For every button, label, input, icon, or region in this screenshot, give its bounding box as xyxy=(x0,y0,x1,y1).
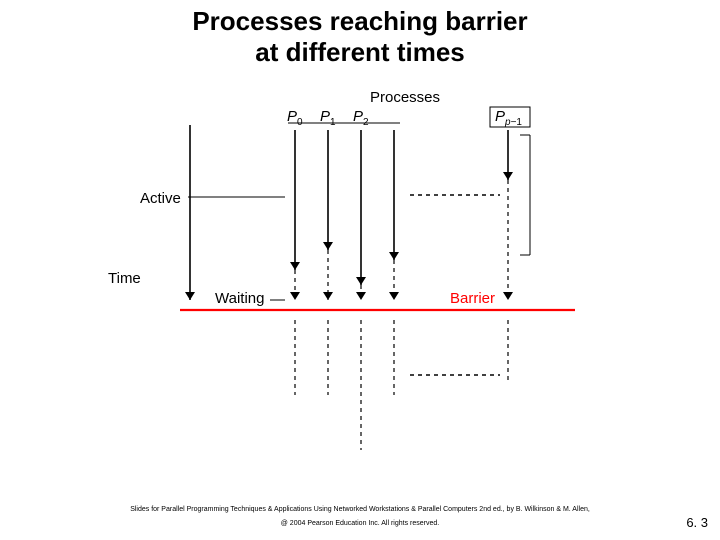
barrier-diagram: ProcessesP0P1P2Pp−1ActiveTimeWaitingBarr… xyxy=(80,95,640,475)
label-pp: Pp−1 xyxy=(495,108,522,128)
footer-line-2: @ 2004 Pearson Education Inc. All rights… xyxy=(0,517,720,530)
footer-line-1: Slides for Parallel Programming Techniqu… xyxy=(0,503,720,516)
title-line-1: Processes reaching barrier xyxy=(0,6,720,37)
label-active: Active xyxy=(140,190,181,207)
label-processes: Processes xyxy=(370,89,440,106)
label-p2: P2 xyxy=(353,108,369,128)
label-p1: P1 xyxy=(320,108,336,128)
page-title: Processes reaching barrier at different … xyxy=(0,6,720,68)
label-p0: P0 xyxy=(287,108,303,128)
page-number: 6. 3 xyxy=(686,515,708,530)
title-line-2: at different times xyxy=(0,37,720,68)
label-barrier: Barrier xyxy=(450,290,495,307)
label-time: Time xyxy=(108,270,141,287)
label-waiting: Waiting xyxy=(215,290,264,307)
footer-citation: Slides for Parallel Programming Techniqu… xyxy=(0,503,720,530)
